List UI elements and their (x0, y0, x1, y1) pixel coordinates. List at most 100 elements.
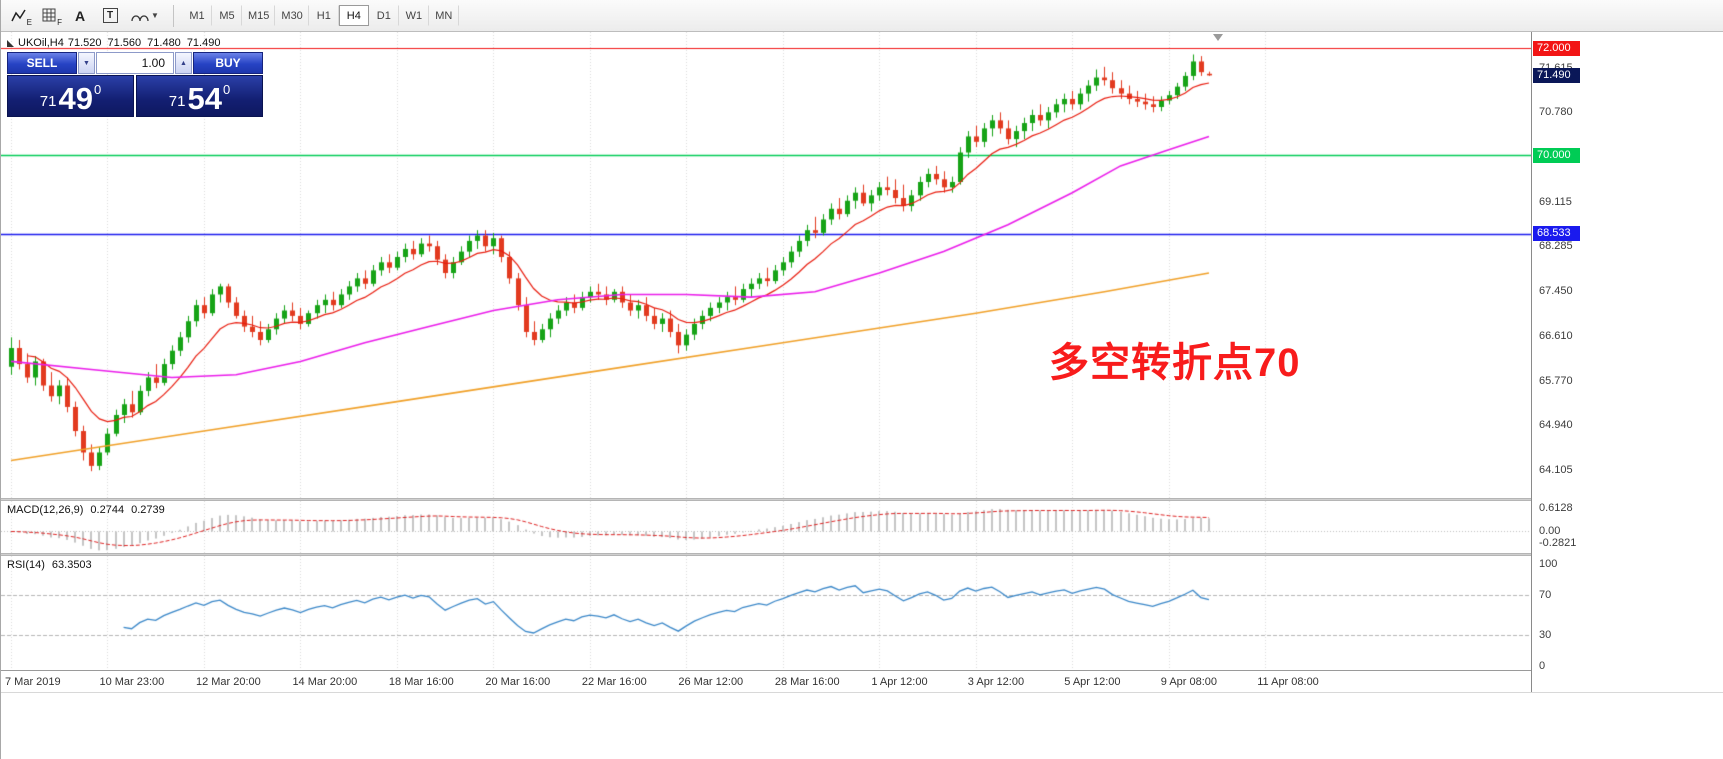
ask-price-display[interactable]: 71 54 0 (136, 75, 263, 117)
rsi-value: 63.3503 (51, 559, 92, 571)
macd-title: MACD(12,26,9) (7, 504, 84, 516)
icon-sub-label-f: F (57, 17, 62, 27)
low-value: 71.480 (147, 37, 181, 49)
time-axis-label: 5 Apr 12:00 (1064, 676, 1121, 688)
time-axis-label: 10 Mar 23:00 (99, 676, 165, 688)
chart-annotation-text: 多空转折点70 (1049, 341, 1301, 385)
timeframe-button-m15[interactable]: M15 (242, 5, 276, 26)
sell-button[interactable]: SELL (7, 52, 77, 74)
timeframe-button-m1[interactable]: M1 (182, 5, 212, 26)
rsi-axis-label: 70 (1539, 588, 1552, 601)
open-value: 71.520 (67, 37, 102, 49)
timeframe-button-mn[interactable]: MN (429, 5, 459, 26)
time-axis-label: 3 Apr 12:00 (967, 676, 1025, 688)
ask-price-prefix: 71 (168, 93, 186, 110)
time-axis-label: 26 Mar 12:00 (678, 676, 744, 688)
pane-separator[interactable] (1, 553, 1723, 556)
volume-input[interactable] (96, 52, 174, 74)
macd-signal-value: 0.2739 (131, 504, 165, 516)
chart-toolbar: E F A T ▼ M1 M5 M15 M30 H1 H4 D1 W1 MN (1, 0, 1723, 32)
timeframe-button-h1[interactable]: H1 (309, 5, 339, 26)
text-label-icon-button[interactable]: T (95, 4, 125, 28)
grid-icon (42, 8, 56, 21)
rsi-axis-label: 30 (1539, 629, 1552, 642)
chart-shift-marker-icon[interactable] (1213, 34, 1223, 41)
symbol-name: UKOil,H4 (18, 37, 64, 49)
macd-axis-label: 0.6128 (1539, 501, 1573, 514)
time-axis-label: 14 Mar 20:00 (292, 676, 358, 688)
time-axis-label: 20 Mar 16:00 (485, 676, 551, 688)
indicator-line-icon-button[interactable]: E (5, 4, 35, 28)
timeframe-button-w1[interactable]: W1 (399, 5, 429, 26)
price-tag-support-70000: 70.000 (1533, 147, 1580, 163)
volume-increment-button[interactable]: ▲ (175, 52, 192, 74)
time-axis-label: 7 Mar 2019 (5, 676, 61, 688)
time-axis-label: 1 Apr 12:00 (871, 676, 928, 688)
price-axis-label: 68.285 (1539, 240, 1573, 253)
rsi-label: RSI(14) 63.3503 (7, 559, 92, 571)
bottom-whitespace (1, 692, 1723, 759)
time-axis-label: 22 Mar 16:00 (581, 676, 647, 688)
macd-main-value: 0.2744 (90, 504, 125, 516)
time-axis-label: 12 Mar 20:00 (195, 676, 261, 688)
grid-icon-button[interactable]: F (35, 4, 65, 28)
icon-sub-label-e: E (26, 17, 32, 27)
timeframe-button-d1[interactable]: D1 (369, 5, 399, 26)
buy-button[interactable]: BUY (193, 52, 263, 74)
price-tag-resistance-72000: 72.000 (1533, 40, 1580, 56)
volume-decrement-button[interactable]: ▼ (78, 52, 95, 74)
price-axis-label: 69.115 (1539, 195, 1572, 208)
rsi-canvas[interactable] (1, 556, 1531, 670)
bid-price-sup: 0 (93, 82, 102, 97)
rsi-title: RSI(14) (7, 559, 45, 571)
price-axis-label: 65.770 (1539, 374, 1573, 387)
rsi-axis-label: 100 (1539, 558, 1558, 571)
time-axis-label: 18 Mar 16:00 (388, 676, 454, 688)
zigzag-line-icon (11, 9, 26, 21)
price-tag-current-price: 71.490 (1533, 67, 1580, 83)
macd-axis-label: 0.00 (1539, 525, 1561, 538)
time-axis-label: 11 Apr 08:00 (1257, 676, 1319, 688)
price-axis-label: 67.450 (1539, 284, 1573, 297)
high-value: 71.560 (107, 37, 142, 49)
price-axis-label: 64.940 (1539, 419, 1573, 432)
price-axis[interactable]: 71.61570.78069.11568.28567.45066.61065.7… (1531, 32, 1723, 692)
one-click-trading-panel: SELL ▼ ▲ BUY 71 49 0 71 54 0 (7, 52, 263, 117)
insert-text-icon-button[interactable]: A (65, 4, 95, 28)
timeframe-button-m5[interactable]: M5 (212, 5, 242, 26)
ask-price-big: 54 (187, 80, 222, 116)
letter-a-icon: A (74, 7, 86, 24)
close-value: 71.490 (186, 37, 221, 49)
chart-corner-icon (7, 39, 14, 47)
macd-canvas[interactable] (1, 501, 1531, 553)
macd-label: MACD(12,26,9) 0.2744 0.2739 (7, 504, 165, 516)
timeframe-button-group: M1 M5 M15 M30 H1 H4 D1 W1 MN (182, 5, 459, 26)
price-axis-label: 64.105 (1539, 463, 1573, 476)
pane-separator[interactable] (1, 498, 1723, 501)
bid-price-display[interactable]: 71 49 0 (7, 75, 134, 117)
bid-price-big: 49 (58, 80, 93, 116)
price-axis-label: 70.780 (1539, 106, 1573, 119)
rsi-axis-label: 0 (1539, 659, 1546, 672)
chart-window: UKOil,H4 71.520 71.560 71.480 71.490 SEL… (1, 32, 1723, 759)
macd-axis-label: -0.2821 (1539, 536, 1577, 549)
trade-panel-price-row: 71 49 0 71 54 0 (7, 75, 263, 117)
cycle-lines-icon (131, 14, 149, 21)
timeframe-button-m30[interactable]: M30 (275, 5, 309, 26)
toolbar-separator (173, 4, 174, 27)
rsi-indicator-pane: RSI(14) 63.3503 (1, 556, 1531, 670)
objects-dropdown-button[interactable]: ▼ (125, 4, 165, 28)
price-axis-label: 66.610 (1539, 329, 1573, 342)
timeframe-button-h4[interactable]: H4 (338, 5, 369, 26)
main-chart-pane: UKOil,H4 71.520 71.560 71.480 71.490 SEL… (1, 32, 1531, 498)
ohlc-values: 71.520 71.560 71.480 71.490 (68, 37, 221, 49)
time-axis[interactable]: 7 Mar 2019 10 Mar 23:00 12 Mar 20:00 14 Mar… (1, 670, 1531, 692)
price-tag-level-68533: 68.533 (1533, 226, 1580, 242)
time-axis-label: 9 Apr 08:00 (1160, 676, 1218, 688)
boxed-t-icon: T (102, 8, 118, 23)
bid-price-prefix: 71 (39, 93, 57, 110)
symbol-header: UKOil,H4 71.520 71.560 71.480 71.490 (7, 37, 220, 49)
ask-price-sup: 0 (222, 82, 231, 97)
dropdown-arrow-icon: ▼ (151, 11, 159, 20)
